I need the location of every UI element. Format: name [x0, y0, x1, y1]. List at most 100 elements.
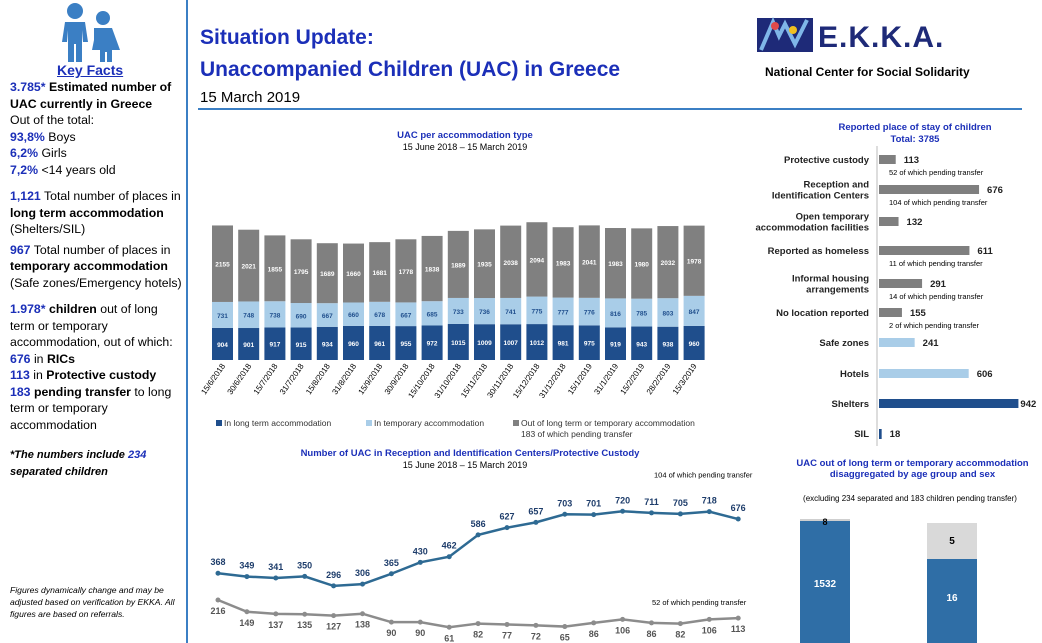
- logo-text: E.K.K.A.: [818, 21, 945, 54]
- bar-label-0-1: 901: [243, 342, 254, 349]
- col-label-0-1: 8: [822, 517, 827, 527]
- hbar-label-3: 611: [977, 246, 993, 257]
- bar-0-9: [447, 323, 469, 360]
- point-label-0-15: 711: [644, 497, 659, 507]
- fact-boys-text: Boys: [44, 129, 76, 144]
- bar-label-2-3: 1795: [294, 269, 309, 276]
- point-0-15: [649, 510, 654, 516]
- bar-2-14: [578, 225, 600, 298]
- bar-label-2-17: 2032: [661, 260, 676, 267]
- bar-1-13: [552, 297, 574, 326]
- ekka-logo-icon: [757, 16, 813, 52]
- fact-boys-num: 93,8%: [10, 129, 45, 144]
- point-0-14: [620, 508, 626, 514]
- bar-0-4: [316, 326, 338, 360]
- bar-label-0-13: 981: [558, 341, 569, 348]
- stacked-bar-chart-accommodation: 904 731 2155 15/6/2018 901 748 2021 30/6/2018 91…: [199, 222, 705, 439]
- fact-total-num: 3.785*: [10, 80, 46, 94]
- fact-temp-text2: (Safe zones/Emergency hotels): [10, 275, 182, 290]
- fact-out-text: out of long term or temporary accommodat…: [10, 302, 173, 349]
- point-0-13: [591, 512, 597, 518]
- bar-label-2-18: 1978: [687, 259, 702, 266]
- bar-1-6: [369, 301, 391, 326]
- point-1-0: [215, 597, 221, 603]
- chart2-subtitle: 15 June 2018 – 15 March 2019: [402, 460, 528, 470]
- bar-label-0-5: 960: [348, 341, 359, 348]
- bar-2-18: [683, 225, 705, 296]
- x-tick-label-6: 15/9/2018: [357, 362, 385, 397]
- point-label-1-4: 127: [326, 622, 341, 632]
- x-tick-label-15: 31/1/2019: [592, 362, 620, 397]
- col-0-1: [800, 519, 850, 521]
- point-label-1-18: 113: [731, 624, 746, 634]
- chart1-subtitle: 15 June 2018 – 15 March 2019: [402, 142, 528, 152]
- bar-1-0: [212, 301, 233, 328]
- x-tick-label-7: 30/9/2018: [383, 362, 411, 397]
- fact-ric-text: in: [30, 351, 47, 366]
- bar-0-15: [605, 327, 626, 360]
- point-0-8: [446, 554, 452, 560]
- bar-label-0-0: 904: [217, 342, 228, 349]
- fact-temp-bold: temporary accommodation: [10, 259, 168, 273]
- bar-label-2-9: 1889: [451, 262, 466, 269]
- col-1-0: [927, 559, 977, 643]
- page-title-line1: Situation Update:: [200, 26, 374, 49]
- bar-1-18: [683, 295, 705, 326]
- cat-label-8-0: Shelters: [832, 399, 870, 410]
- bar-1-9: [447, 297, 469, 324]
- hbar-6: [879, 338, 915, 347]
- hbar-1: [879, 185, 980, 194]
- point-label-0-1: 349: [239, 561, 254, 571]
- hbar-label-0: 113: [904, 155, 919, 166]
- col-label-1-0: 16: [946, 593, 958, 604]
- bar-1-2: [264, 301, 286, 328]
- hbar-8: [879, 399, 1019, 408]
- fact-out-bold: children: [45, 302, 97, 316]
- bar-label-2-5: 1660: [346, 271, 361, 278]
- bar-label-1-4: 667: [322, 313, 333, 320]
- bar-label-0-12: 1012: [530, 340, 545, 347]
- point-0-1: [244, 574, 250, 580]
- point-1-10: [504, 621, 510, 627]
- bar-label-1-15: 816: [610, 311, 621, 318]
- bar-label-1-14: 776: [584, 310, 595, 317]
- point-label-0-16: 705: [673, 498, 688, 508]
- cat-label-4-0: Informal housing: [792, 274, 869, 285]
- header-divider: [198, 108, 1022, 110]
- bar-label-0-11: 1007: [503, 340, 518, 347]
- hbar-label-5: 155: [910, 308, 927, 319]
- point-label-0-17: 718: [702, 496, 717, 506]
- page-title-line2: Unaccompanied Children (UAC) in Greece: [200, 58, 621, 81]
- point-label-0-9: 586: [471, 519, 486, 529]
- bar-label-0-10: 1009: [477, 340, 492, 347]
- bar-label-0-14: 975: [584, 341, 595, 348]
- line-chart-ric: 368 349 341 350 296 306 365 430 462 586 627 657 703 7…: [210, 471, 752, 643]
- hbar-label-8: 942: [1020, 399, 1036, 410]
- bar-1-1: [238, 301, 260, 329]
- point-label-1-0: 216: [210, 606, 225, 616]
- bar-label-2-11: 2038: [503, 260, 518, 267]
- point-label-1-10: 77: [502, 630, 512, 640]
- point-0-7: [417, 559, 423, 565]
- bar-label-2-7: 1778: [399, 269, 414, 276]
- point-1-11: [533, 622, 539, 628]
- fact-pending-num: 183: [10, 384, 31, 399]
- point-label-1-5: 138: [355, 620, 370, 630]
- hbar-label-4: 291: [930, 279, 947, 290]
- bar-2-11: [500, 225, 522, 298]
- col-0-0: [800, 521, 850, 643]
- bar-label-1-16: 785: [636, 311, 647, 318]
- bar-0-18: [683, 325, 705, 360]
- point-1-15: [649, 620, 654, 626]
- point-1-4: [331, 613, 337, 619]
- col-label-0-0: 1532: [814, 579, 837, 590]
- point-label-1-2: 137: [268, 620, 283, 630]
- bar-label-2-0: 2155: [215, 262, 230, 269]
- point-label-0-2: 341: [268, 562, 283, 572]
- point-0-3: [302, 573, 308, 579]
- x-tick-label-5: 31/8/2018: [330, 362, 358, 397]
- fact-temp-num: 967: [10, 242, 31, 257]
- legend-label-1: In temporary accommodation: [374, 418, 484, 428]
- bar-0-0: [212, 327, 233, 360]
- bar-2-13: [552, 227, 574, 298]
